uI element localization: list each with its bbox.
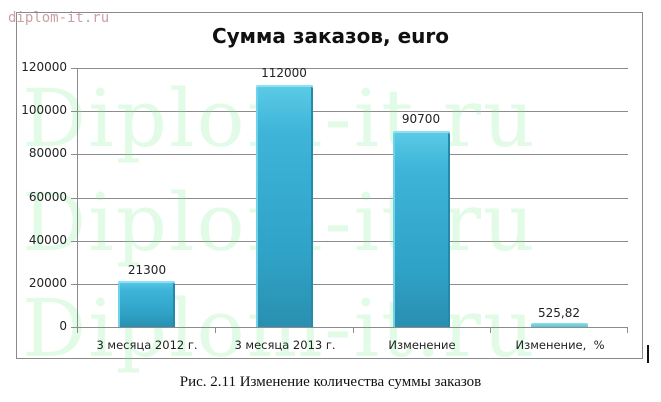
bar-2013 [256,85,313,327]
bar-change-percent [531,323,588,327]
y-tick-label: 40000 [28,233,67,247]
x-category-label: 3 месяца 2012 г. [96,338,198,352]
y-tick [71,327,77,328]
x-tick [353,327,354,333]
data-label: 112000 [261,66,307,80]
y-axis [77,68,78,333]
y-tick-label: 80000 [28,146,67,160]
x-category-label: Изменение [388,338,456,352]
bar-change [393,131,450,327]
data-label: 90700 [401,112,441,126]
gridline [77,68,628,69]
site-tag: diplom-it.ru [8,10,110,26]
y-tick-label: 100000 [21,103,67,117]
gridline [77,198,628,199]
x-category-label: Изменение, % [515,338,605,352]
y-tick [71,154,77,155]
text-cursor [647,345,649,363]
figure-caption: Рис. 2.11 Изменение количества суммы зак… [179,374,482,390]
x-axis [77,327,628,328]
y-tick-label: 20000 [28,276,67,290]
gridline [77,241,628,242]
chart-title: Сумма заказов, euro [211,24,450,48]
gridline [77,284,628,285]
gridline [77,111,628,112]
x-tick [77,327,78,333]
data-label: 525,82 [538,306,580,320]
y-tick [71,111,77,112]
y-tick [71,68,77,69]
x-category-label: 3 месяца 2013 г. [234,338,336,352]
y-tick-label: 0 [59,319,67,333]
y-tick-label: 60000 [28,190,67,204]
y-tick-label: 120000 [21,60,67,74]
y-tick [71,241,77,242]
x-tick [490,327,491,333]
y-tick [71,198,77,199]
gridline [77,154,628,155]
chart-area [16,12,643,359]
bar-2012 [118,281,175,327]
data-label: 21300 [127,263,167,277]
plot-area [77,68,628,327]
x-tick [627,327,628,333]
x-tick [215,327,216,333]
y-tick [71,284,77,285]
